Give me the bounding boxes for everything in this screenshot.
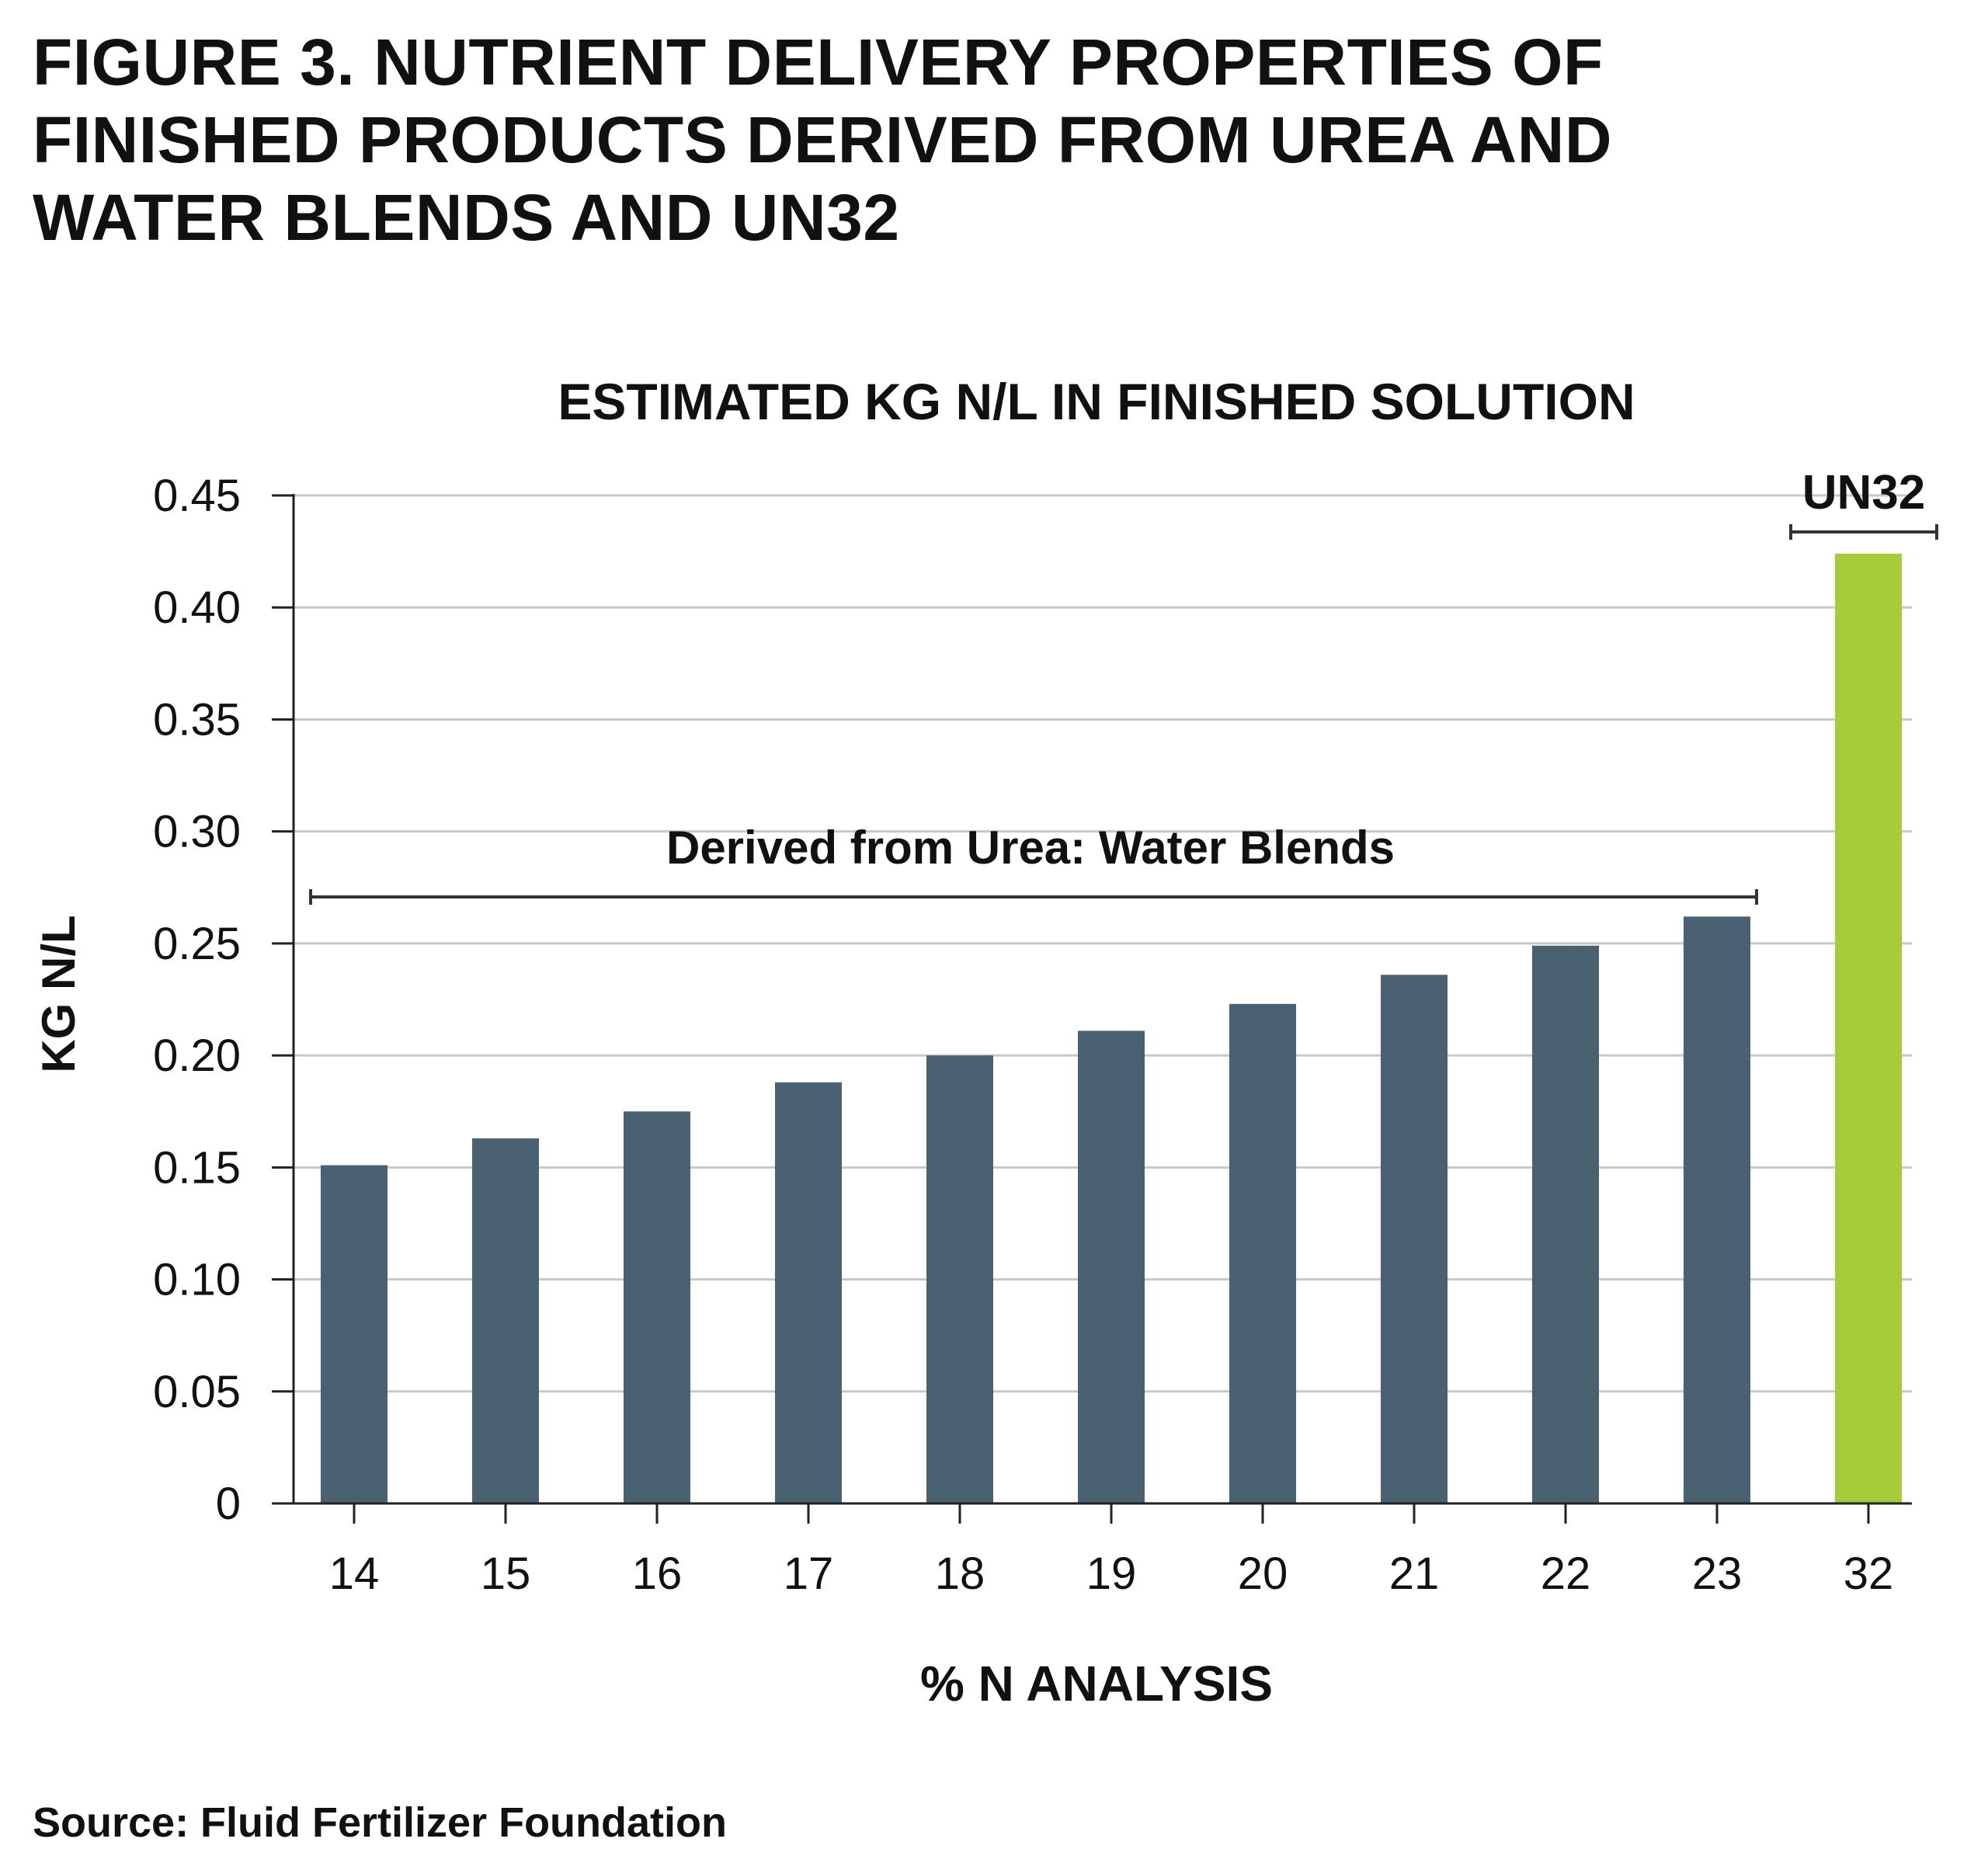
figure-title-line-1: FIGURE 3. NUTRIENT DELIVERY PROPERTIES O… bbox=[33, 26, 1604, 99]
bar bbox=[926, 1055, 993, 1503]
x-tick-label: 22 bbox=[1541, 1548, 1591, 1599]
y-tick-label: 0.35 bbox=[153, 694, 241, 745]
x-tick-label: 20 bbox=[1238, 1548, 1288, 1599]
bar bbox=[1684, 916, 1750, 1503]
annotations: Derived from Urea: Water Blends UN32 bbox=[309, 466, 1938, 905]
y-tick-label: 0.40 bbox=[153, 582, 241, 633]
bar bbox=[1078, 1031, 1145, 1503]
x-tick-label: 32 bbox=[1844, 1548, 1894, 1599]
y-axis-label: KG N/L bbox=[33, 915, 85, 1072]
x-tick-labels: 14 15 16 17 18 19 20 21 22 23 32 bbox=[329, 1548, 1894, 1599]
bar bbox=[624, 1111, 690, 1503]
chart-title: ESTIMATED KG N/L IN FINISHED SOLUTION bbox=[558, 373, 1635, 430]
figure-title-line-3: WATER BLENDS AND UN32 bbox=[33, 181, 900, 254]
x-tick-label: 17 bbox=[784, 1548, 834, 1599]
y-tick-label: 0.20 bbox=[153, 1031, 241, 1081]
y-tick-label: 0.15 bbox=[153, 1142, 241, 1193]
y-tick-label: 0.10 bbox=[153, 1255, 241, 1305]
axes bbox=[272, 494, 1912, 1524]
source-note: Source: Fluid Fertilizer Foundation bbox=[33, 1799, 728, 1846]
figure-title: FIGURE 3. NUTRIENT DELIVERY PROPERTIES O… bbox=[33, 23, 1741, 256]
x-tick-label: 21 bbox=[1389, 1548, 1440, 1599]
annotation-label: UN32 bbox=[1802, 466, 1926, 520]
y-tick-label: 0.30 bbox=[153, 807, 241, 857]
bar bbox=[472, 1138, 539, 1503]
x-tick-label: 14 bbox=[329, 1548, 380, 1599]
x-tick-label: 18 bbox=[935, 1548, 985, 1599]
bars bbox=[321, 553, 1902, 1503]
y-tick-label: 0.25 bbox=[153, 919, 241, 969]
bar bbox=[1532, 945, 1599, 1503]
bar bbox=[775, 1082, 842, 1503]
x-tick-label: 23 bbox=[1692, 1548, 1743, 1599]
annotation-label: Derived from Urea: Water Blends bbox=[666, 822, 1395, 874]
x-tick-label: 19 bbox=[1086, 1548, 1137, 1599]
y-tick-label: 0 bbox=[216, 1479, 241, 1529]
y-tick-labels: 0 0.05 0.10 0.15 0.20 0.25 0.30 0.35 0.40 0.45 bbox=[153, 471, 241, 1529]
bar bbox=[1835, 553, 1902, 1503]
figure-title-line-2: FINISHED PRODUCTS DERIVED FROM UREA AND bbox=[33, 103, 1613, 176]
bar bbox=[321, 1165, 388, 1503]
x-axis-label: % N ANALYSIS bbox=[920, 1656, 1273, 1712]
bar bbox=[1381, 975, 1448, 1503]
bar bbox=[1229, 1003, 1296, 1503]
x-tick-label: 15 bbox=[481, 1548, 531, 1599]
y-tick-label: 0.05 bbox=[153, 1367, 241, 1417]
y-tick-label: 0.45 bbox=[153, 471, 241, 521]
x-tick-label: 16 bbox=[632, 1548, 683, 1599]
